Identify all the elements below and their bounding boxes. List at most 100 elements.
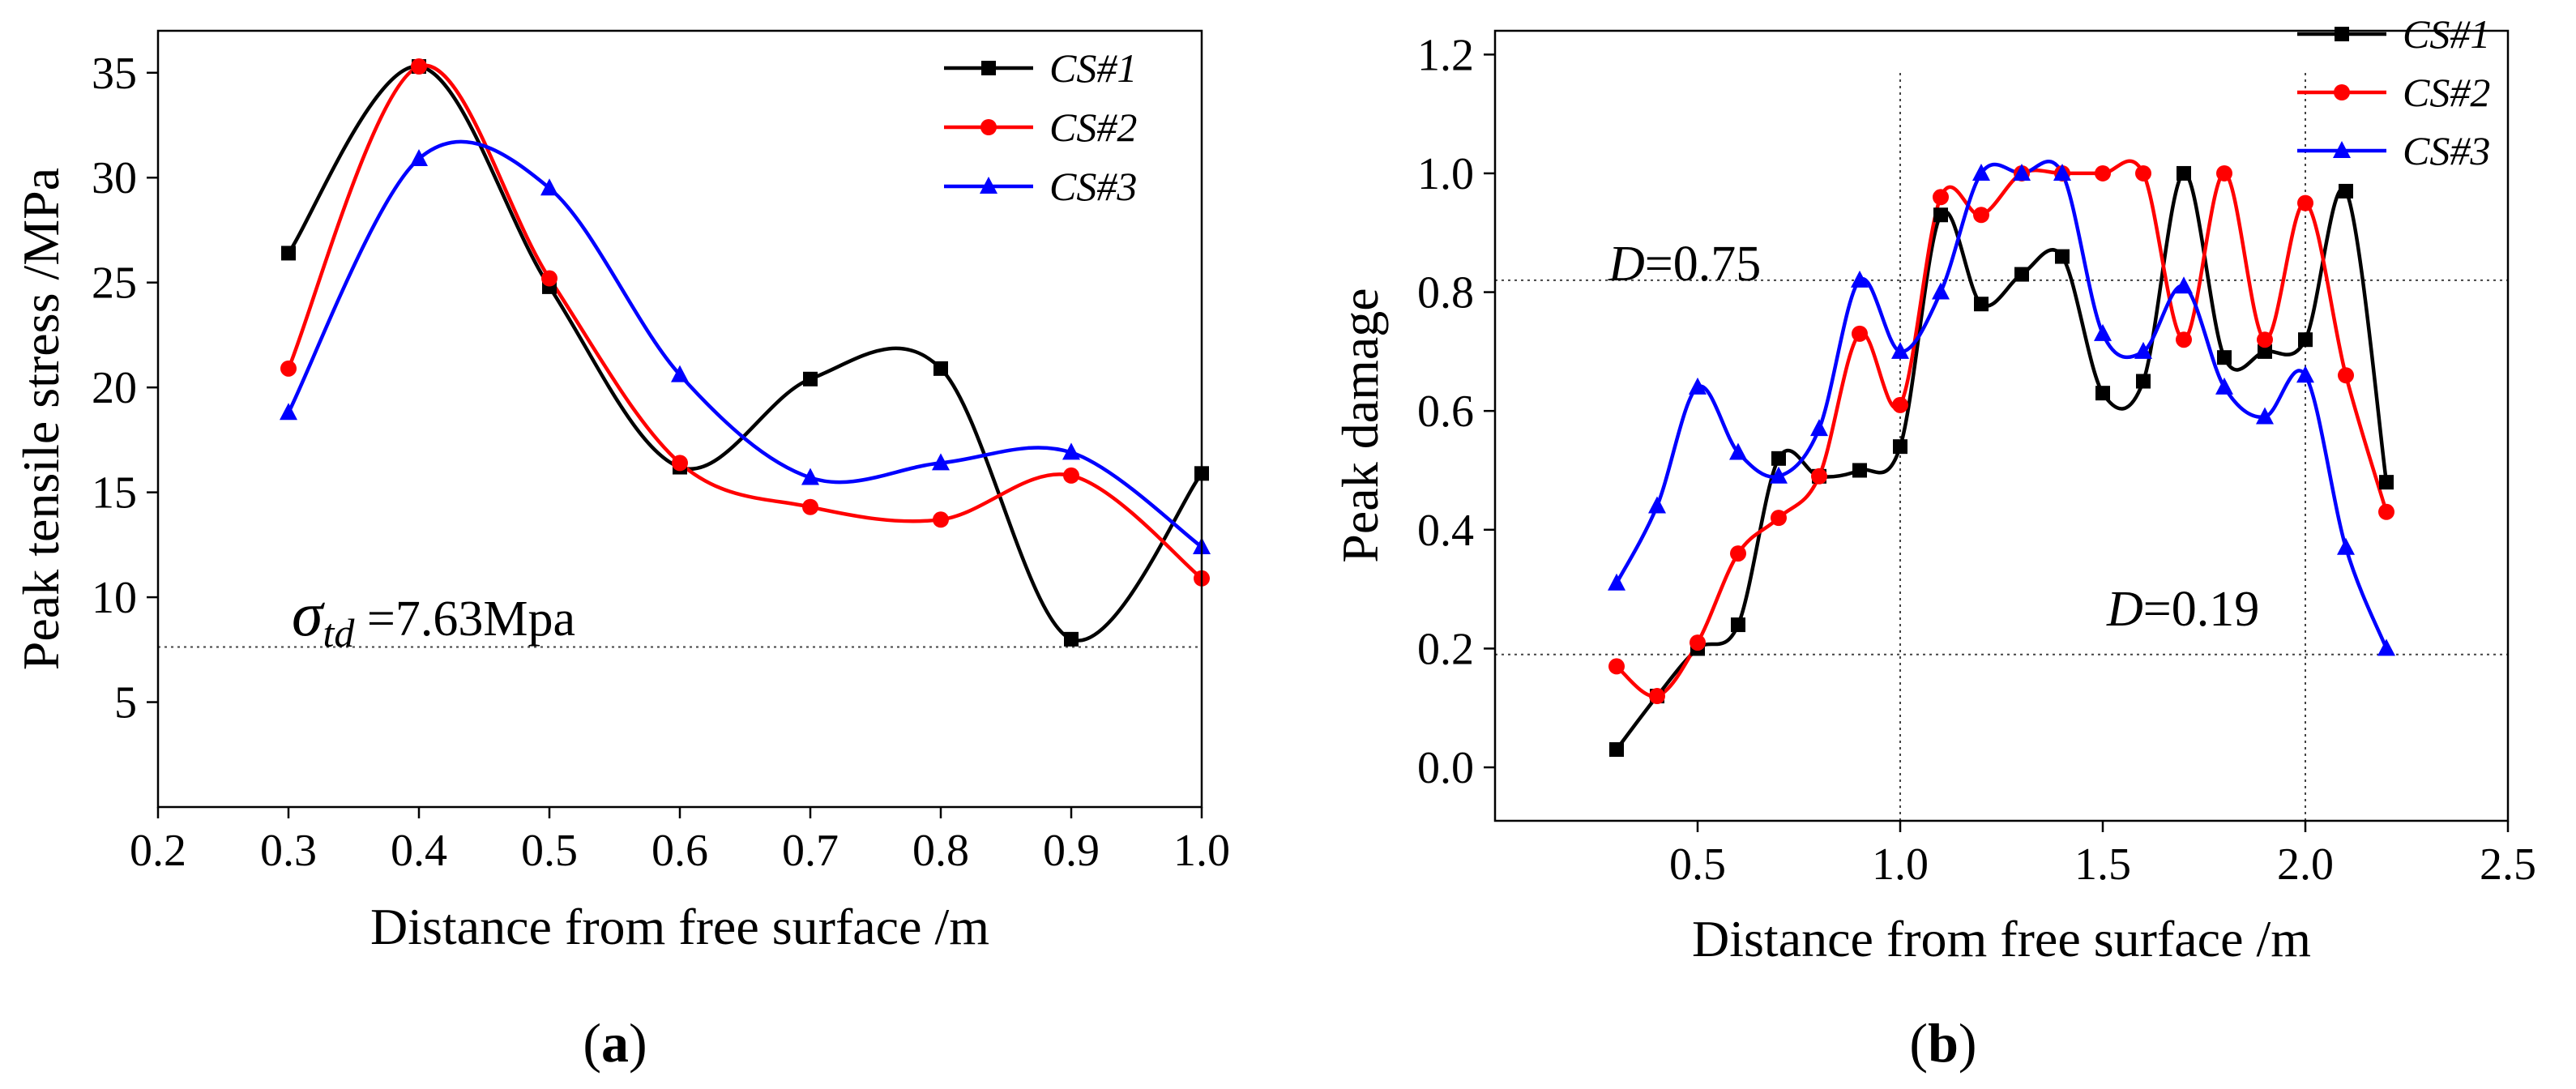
- chart-b-point-CS#1-6: [1852, 463, 1867, 478]
- d-symbol-high: D: [1608, 237, 1645, 292]
- chart-b-point-CS#2-17: [2297, 194, 2313, 211]
- chart-b-x-ticks: 0.5 1.0 1.5 2.0 2.5: [1669, 821, 2536, 890]
- chart-a-legend-marker-CS#3: [980, 177, 998, 194]
- chart-b-point-CS#2-12: [2095, 164, 2111, 182]
- chart-b-point-CS#3-7: [1891, 341, 1909, 359]
- chart-b-point-CS#1-15: [2217, 350, 2232, 365]
- chart-b-point-CS#2-16: [2257, 331, 2273, 348]
- chart-b-point-CS#1-4: [1771, 451, 1786, 466]
- chart-a-x-ticks: 0.2 0.3 0.4 0.5 0.6 0.7 0.8 0.9 1.0: [130, 807, 1230, 876]
- chart-b-series-line-CS#1: [1615, 171, 2389, 751]
- chart-a-point-CS#3-5: [932, 453, 950, 471]
- chart-a: 0.2 0.3 0.4 0.5 0.6 0.7 0.8 0.9 1.0 5 10 15 20 25 30 3…: [12, 29, 1230, 1074]
- chart-a-y-tick-label: 30: [92, 153, 137, 203]
- chart-b-point-CS#3-17: [2296, 365, 2314, 383]
- chart-b-point-CS#1-18: [2339, 183, 2353, 199]
- chart-b-threshold-annotation-low: D=0.19: [2106, 582, 2259, 637]
- chart-b-point-CS#3-11: [2053, 163, 2071, 181]
- chart-b-x-tick-label: 1.5: [2074, 839, 2131, 890]
- chart-b-point-CS#3-12: [2094, 323, 2112, 341]
- chart-a-point-CS#3-4: [801, 468, 819, 485]
- chart-b-point-CS#1-19: [2379, 475, 2394, 490]
- chart-b-point-CS#2-1: [1649, 688, 1665, 705]
- chart-b: 0.5 1.0 1.5 2.0 2.5 0.0 0.2 0.4 0.6 0.8 1.0 1.2 Di…: [1331, 11, 2536, 1074]
- chart-b-legend-marker-CS#3: [2333, 141, 2351, 158]
- sigma-value: =7.63Mpa: [354, 591, 575, 647]
- chart-b-y-ticks: 0.0 0.2 0.4 0.6 0.8 1.0 1.2: [1417, 30, 1495, 793]
- chart-a-x-axis-title: Distance from free surface /m: [370, 898, 989, 955]
- chart-a-legend: CS#1 CS#2 CS#3: [944, 45, 1137, 209]
- chart-b-point-CS#2-18: [2338, 367, 2354, 384]
- d-value-high: =0.75: [1645, 237, 1761, 292]
- chart-b-point-CS#2-4: [1771, 510, 1787, 527]
- chart-a-x-tick-label: 0.2: [130, 826, 186, 876]
- chart-a-y-tick-label: 15: [92, 468, 137, 519]
- chart-b-y-tick-label: 0.2: [1417, 624, 1474, 674]
- caption-b-label: b: [1928, 1012, 1959, 1074]
- chart-a-y-tick-label: 20: [92, 363, 137, 413]
- chart-b-x-tick-label: 2.0: [2277, 839, 2334, 890]
- chart-b-point-CS#3-13: [2134, 341, 2152, 359]
- chart-a-y-tick-label: 25: [92, 258, 137, 309]
- chart-b-point-CS#2-0: [1608, 658, 1625, 675]
- chart-b-markers: [1608, 163, 2395, 758]
- chart-a-legend-label-CS#2: CS#2: [1049, 105, 1137, 150]
- chart-b-point-CS#3-19: [2377, 638, 2395, 656]
- chart-b-legend-label-CS#1: CS#1: [2403, 11, 2490, 57]
- chart-a-point-CS#3-6: [1062, 442, 1080, 460]
- chart-b-y-axis-title: Peak damage: [1331, 288, 1389, 562]
- chart-b-y-tick-label: 0.8: [1417, 268, 1474, 318]
- chart-a-x-tick-label: 0.4: [391, 826, 447, 876]
- chart-b-x-axis-title: Distance from free surface /m: [1692, 910, 2311, 967]
- chart-b-grid: [1495, 70, 2508, 821]
- chart-b-point-CS#1-9: [1974, 297, 1989, 312]
- chart-a-y-ticks: 5 10 15 20 25 30 35: [92, 49, 158, 728]
- chart-b-point-CS#2-5: [1811, 468, 1827, 485]
- chart-b-point-CS#3-2: [1689, 377, 1707, 395]
- chart-b-legend-label-CS#3: CS#3: [2403, 128, 2490, 173]
- chart-b-point-CS#1-14: [2177, 165, 2191, 181]
- chart-b-point-CS#1-7: [1893, 439, 1907, 455]
- chart-a-point-CS#1-6: [1064, 631, 1079, 647]
- chart-b-point-CS#2-19: [2378, 503, 2394, 520]
- chart-b-point-CS#1-3: [1731, 617, 1745, 633]
- chart-a-x-tick-label: 1.0: [1173, 826, 1230, 876]
- chart-a-x-tick-label: 0.5: [521, 826, 578, 876]
- chart-a-point-CS#1-0: [281, 246, 296, 261]
- sigma-symbol: σ: [292, 579, 325, 649]
- chart-b-x-tick-label: 1.0: [1872, 839, 1929, 890]
- chart-b-y-tick-label: 0.6: [1417, 386, 1474, 437]
- chart-a-plot-frame: [156, 29, 1203, 809]
- chart-b-point-CS#2-15: [2216, 164, 2232, 182]
- chart-b-point-CS#3-6: [1851, 270, 1869, 288]
- chart-a-point-CS#1-4: [803, 371, 818, 386]
- chart-a-series-line-CS#1: [287, 64, 1203, 643]
- chart-b-point-CS#3-3: [1729, 442, 1747, 460]
- chart-a-legend-marker-CS#1: [981, 61, 996, 75]
- chart-a-x-tick-label: 0.8: [912, 826, 969, 876]
- chart-b-point-CS#1-13: [2136, 374, 2151, 389]
- d-symbol-low: D: [2106, 582, 2143, 637]
- chart-b-point-CS#1-11: [2055, 249, 2070, 264]
- chart-a-point-CS#3-3: [671, 365, 689, 382]
- d-value-low: =0.19: [2143, 582, 2259, 637]
- chart-a-point-CS#2-2: [541, 270, 557, 287]
- chart-a-lines: [286, 63, 1203, 643]
- chart-b-threshold-annotation-high: D=0.75: [1608, 237, 1761, 292]
- caption-b-open: (: [1909, 1012, 1928, 1074]
- chart-b-point-CS#3-18: [2337, 537, 2355, 555]
- chart-a-point-CS#3-0: [280, 403, 297, 421]
- caption-b-close: ): [1959, 1012, 1977, 1074]
- chart-a-x-tick-label: 0.3: [260, 826, 317, 876]
- chart-b-point-CS#2-3: [1730, 545, 1746, 562]
- chart-b-point-CS#3-10: [2013, 163, 2031, 181]
- chart-a-point-CS#2-1: [411, 58, 427, 75]
- chart-a-point-CS#2-4: [802, 498, 818, 515]
- chart-a-y-tick-label: 10: [92, 573, 137, 623]
- chart-b-point-CS#3-5: [1810, 419, 1828, 437]
- chart-b-point-CS#2-9: [1973, 207, 1989, 224]
- chart-b-y-tick-label: 0.4: [1417, 506, 1474, 556]
- chart-a-point-CS#2-5: [933, 511, 949, 528]
- chart-a-x-tick-label: 0.7: [782, 826, 839, 876]
- chart-a-point-CS#2-0: [280, 360, 297, 377]
